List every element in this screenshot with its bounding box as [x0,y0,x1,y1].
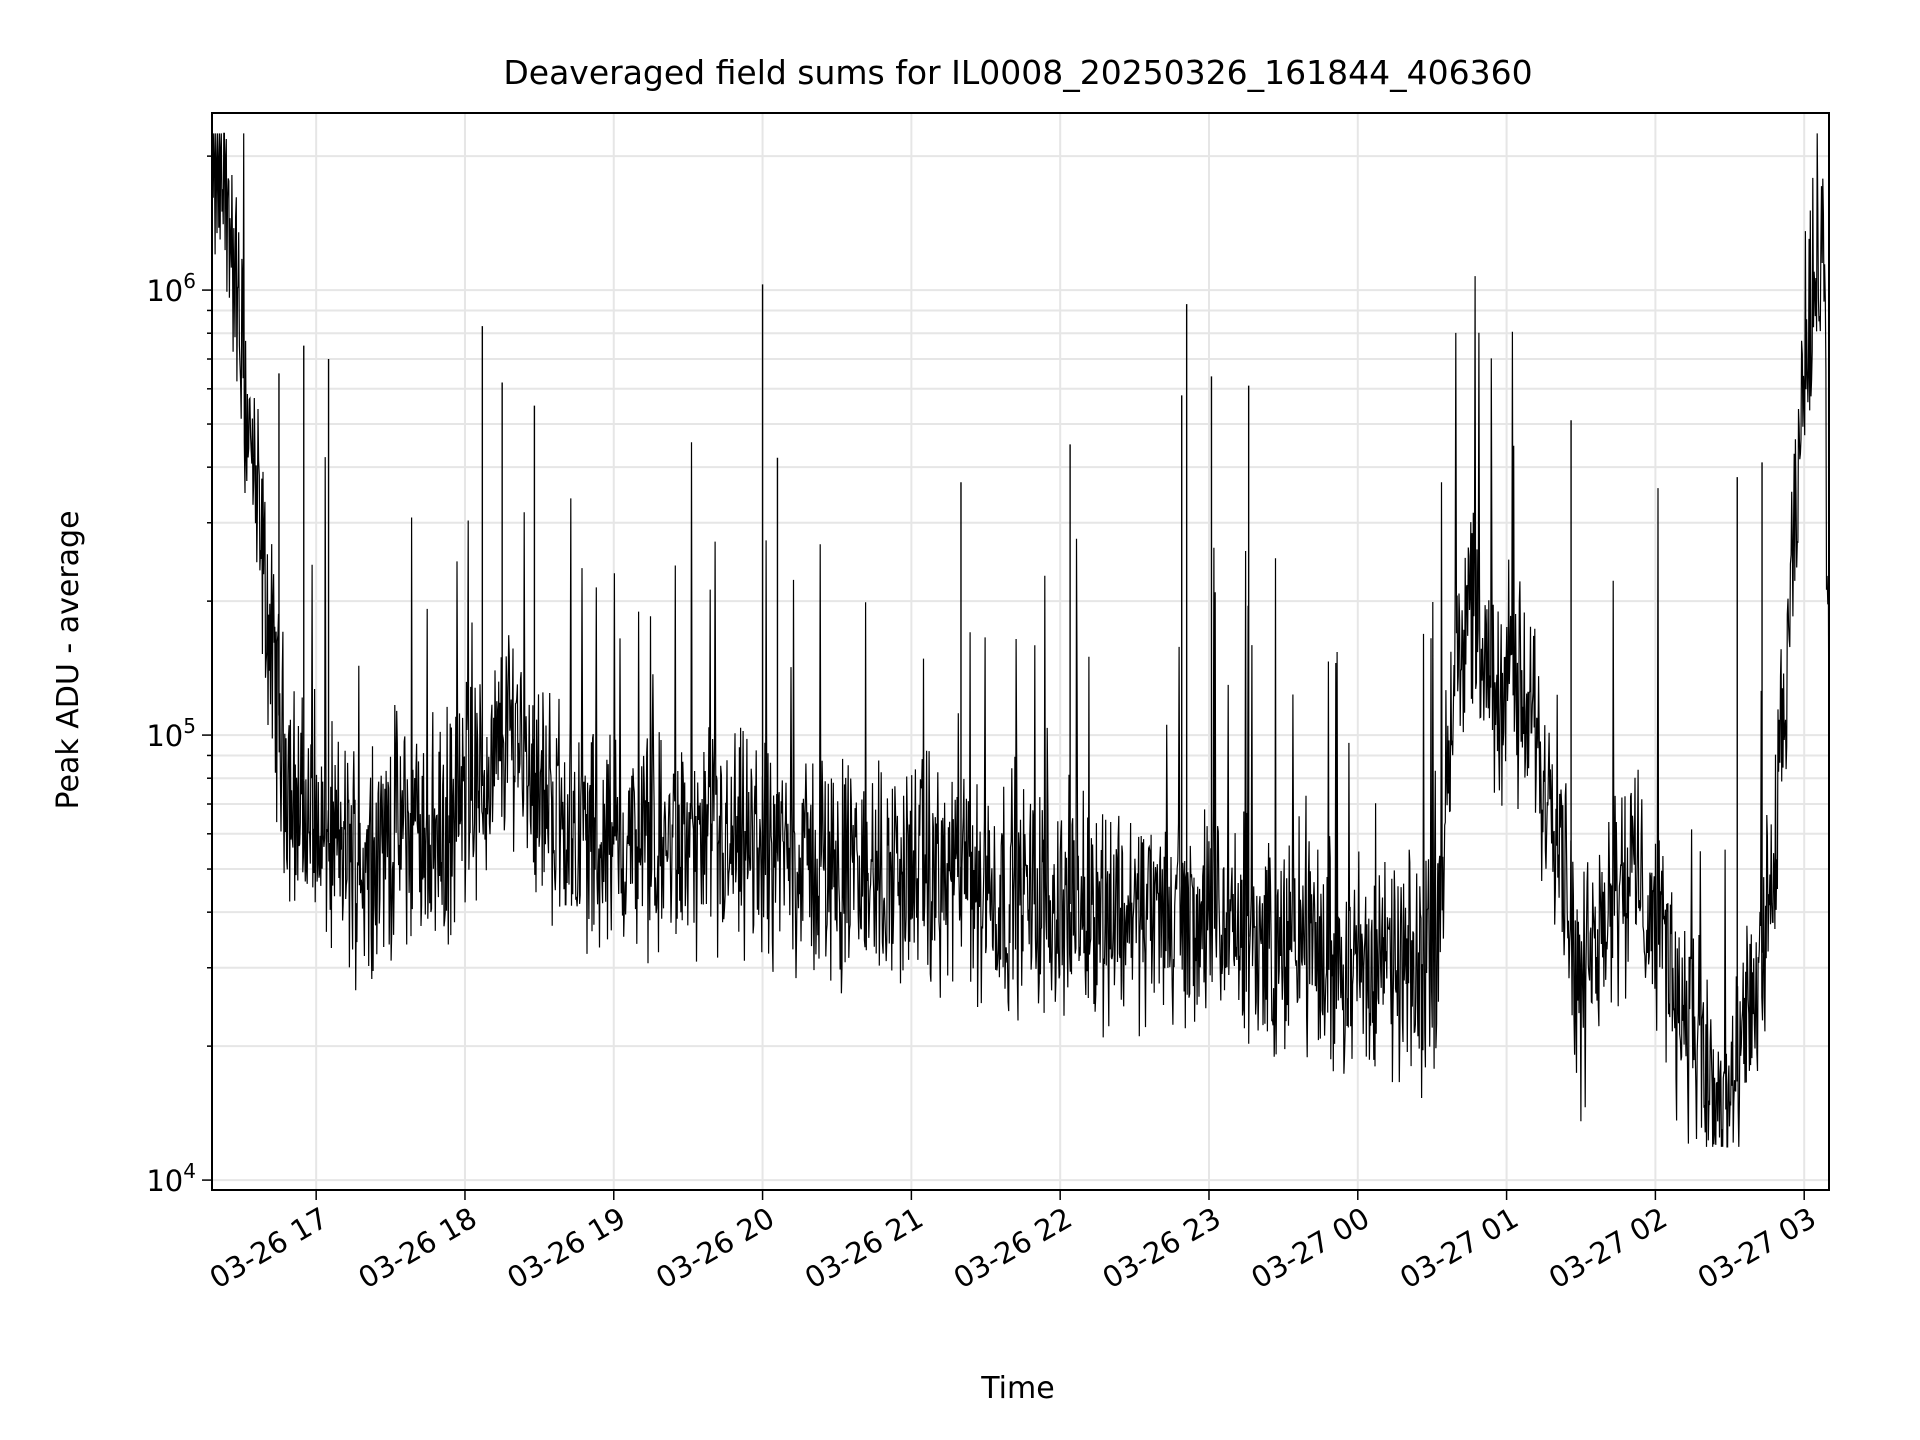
series-line [211,132,1830,1148]
x-axis-label: Time [980,1371,1054,1406]
y-tick-label: 105 [146,714,196,753]
y-tick-label: 106 [146,269,196,308]
chart-title: Deaveraged field sums for IL0008_2025032… [503,53,1532,92]
series-layer [211,132,1830,1148]
y-tick-label: 104 [146,1159,196,1198]
y-axis-label: Peak ADU - average [51,510,86,809]
plot-frame [211,112,1830,1191]
